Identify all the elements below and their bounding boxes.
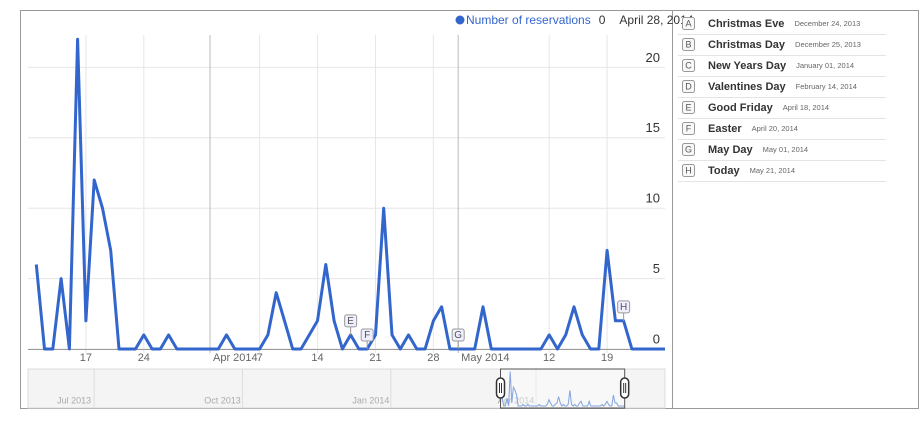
flag[interactable] (617, 300, 631, 314)
annotation-title[interactable]: Christmas Day (708, 39, 786, 51)
annotation-date: February 14, 2014 (796, 82, 857, 91)
x-tick-label: 7 (257, 352, 263, 364)
x-tick-label: 19 (601, 352, 613, 364)
navigator (27, 368, 666, 409)
flag-letter: H (620, 302, 627, 313)
annotation-title[interactable]: New Years Day (708, 60, 787, 72)
legend-part: 0 (599, 13, 606, 27)
annotation-letter-box (682, 17, 695, 30)
legend-part: Number of reservations (466, 13, 591, 27)
annotation-date: May 21, 2014 (750, 166, 795, 175)
annotation-letter: A (685, 18, 691, 28)
annotation-title[interactable]: Good Friday (708, 102, 774, 114)
annotation-letter-box (682, 80, 695, 93)
x-tick-label: 24 (138, 352, 150, 364)
navigator-handle[interactable] (495, 377, 506, 399)
flag[interactable] (360, 328, 374, 342)
navigator-window (500, 368, 626, 409)
annotation-letter-box (682, 38, 695, 51)
annotation-title[interactable]: Today (708, 165, 740, 177)
annotation-date: May 01, 2014 (763, 145, 808, 154)
x-tick-label: 21 (369, 352, 381, 364)
annotation-date: April 18, 2014 (783, 103, 829, 112)
flag[interactable] (344, 314, 358, 328)
annotation-letter: D (685, 81, 692, 91)
annotation-letter-box (682, 59, 695, 72)
annotation-date: January 01, 2014 (796, 61, 854, 70)
navigator-label: Jan 2014 (352, 395, 389, 405)
annotation-title[interactable]: May Day (708, 144, 754, 156)
y-tick-label: 10 (646, 191, 660, 206)
legend-text: Number of reservations 0 April 28, 2014 (466, 13, 694, 27)
navigator-line (501, 371, 625, 407)
annotation-date: December 24, 2013 (794, 19, 860, 28)
navigator-label: Jul 2013 (57, 395, 91, 405)
y-tick-label: 20 (646, 50, 660, 65)
x-tick-label: 14 (311, 352, 323, 364)
annotation-date: December 25, 2013 (795, 40, 861, 49)
annotation-letter-box (682, 122, 695, 135)
y-tick-label: 15 (646, 120, 660, 135)
annotation-letter-box (682, 164, 695, 177)
annotation-letter: G (685, 144, 692, 154)
flag-letter: G (454, 330, 462, 341)
x-tick-label: 28 (427, 352, 439, 364)
legend-swatch (455, 15, 465, 25)
annotation-frame (672, 10, 919, 409)
annotation-letter: B (685, 39, 691, 49)
x-tick-label: Apr 2014 (213, 352, 258, 364)
annotation-letter: E (685, 102, 691, 112)
flag-letter: F (364, 330, 370, 341)
annotation-title[interactable]: Easter (708, 123, 742, 135)
x-tick-label: 12 (543, 352, 555, 364)
navigator-label: Oct 2013 (204, 395, 241, 405)
legend-part: April 28, 2014 (619, 13, 693, 27)
annotation-letter: F (686, 123, 692, 133)
annotation-title[interactable]: Valentines Day (708, 81, 787, 93)
annotation-title[interactable]: Christmas Eve (708, 18, 784, 30)
series-line (34, 37, 665, 351)
legend: Number of reservations 0 April 28, 2014 (455, 13, 694, 27)
annotation-letter-box (682, 143, 695, 156)
x-tick-label: May 2014 (461, 352, 509, 364)
y-tick-label: 5 (653, 261, 660, 276)
x-tick-label: 17 (80, 352, 92, 364)
navigator-label: Apr 2014 (498, 395, 535, 405)
flag-letter: E (347, 316, 354, 327)
annotation-letter-box (682, 101, 695, 114)
y-tick-label: 0 (653, 331, 660, 346)
flag[interactable] (451, 328, 465, 342)
navigator-handle[interactable] (619, 377, 630, 399)
annotation-date: April 20, 2014 (752, 124, 798, 133)
annotation-letter: C (685, 60, 692, 70)
annotation-letter: H (685, 165, 692, 175)
